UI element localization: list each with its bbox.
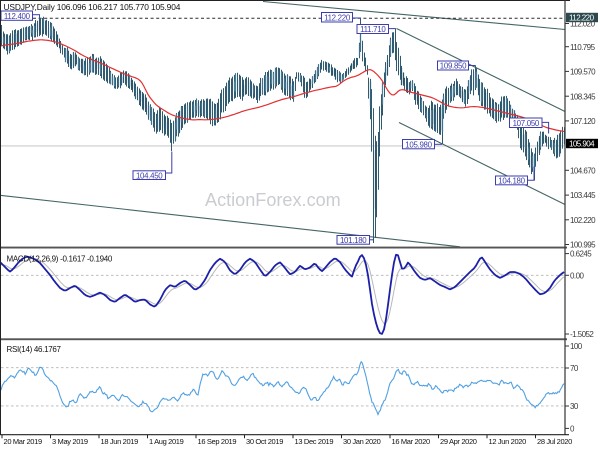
svg-text:0.6245: 0.6245 bbox=[570, 250, 592, 259]
svg-text:30 Jan 2020: 30 Jan 2020 bbox=[343, 437, 381, 446]
svg-text:109.570: 109.570 bbox=[570, 68, 596, 77]
svg-text:70: 70 bbox=[570, 364, 579, 373]
svg-text:103.445: 103.445 bbox=[570, 191, 596, 200]
svg-text:104.450: 104.450 bbox=[136, 171, 163, 180]
svg-text:100: 100 bbox=[570, 342, 583, 351]
svg-text:RSI(14) 46.1767: RSI(14) 46.1767 bbox=[7, 345, 62, 354]
svg-text:16 Mar 2020: 16 Mar 2020 bbox=[392, 437, 430, 446]
svg-text:3 May 2019: 3 May 2019 bbox=[52, 437, 88, 446]
svg-text:107.120: 107.120 bbox=[570, 117, 596, 126]
svg-text:29 Apr 2020: 29 Apr 2020 bbox=[440, 437, 477, 446]
svg-text:30 Oct 2019: 30 Oct 2019 bbox=[246, 437, 283, 446]
svg-text:112.400: 112.400 bbox=[4, 12, 31, 21]
svg-text:18 Jun 2019: 18 Jun 2019 bbox=[101, 437, 139, 446]
svg-text:112.220: 112.220 bbox=[324, 13, 351, 22]
svg-text:108.345: 108.345 bbox=[570, 92, 596, 101]
svg-text:ActionForex.com: ActionForex.com bbox=[205, 190, 341, 210]
svg-text:0: 0 bbox=[570, 425, 575, 434]
svg-text:111.710: 111.710 bbox=[360, 25, 386, 34]
svg-text:-1.5052: -1.5052 bbox=[570, 330, 594, 339]
svg-text:109.850: 109.850 bbox=[440, 62, 467, 71]
svg-text:12 Jun 2020: 12 Jun 2020 bbox=[489, 437, 527, 446]
svg-text:0.00: 0.00 bbox=[570, 271, 584, 280]
svg-text:13 Dec 2019: 13 Dec 2019 bbox=[295, 437, 334, 446]
svg-text:101.180: 101.180 bbox=[340, 236, 367, 245]
svg-text:107.050: 107.050 bbox=[513, 119, 540, 128]
svg-text:30: 30 bbox=[570, 402, 579, 411]
svg-text:104.670: 104.670 bbox=[570, 166, 596, 175]
svg-text:100.995: 100.995 bbox=[570, 241, 596, 250]
svg-text:110.795: 110.795 bbox=[570, 43, 596, 52]
svg-text:105.980: 105.980 bbox=[405, 140, 432, 149]
svg-text:105.904: 105.904 bbox=[569, 139, 595, 148]
svg-text:USDJPY,Daily 106.096 106.217 1: USDJPY,Daily 106.096 106.217 105.770 105… bbox=[4, 2, 181, 12]
svg-text:16 Sep 2019: 16 Sep 2019 bbox=[198, 437, 237, 446]
svg-text:104.180: 104.180 bbox=[498, 177, 525, 186]
svg-text:28 Jul 2020: 28 Jul 2020 bbox=[537, 437, 572, 446]
svg-text:102.220: 102.220 bbox=[570, 216, 596, 225]
svg-text:112.220: 112.220 bbox=[569, 13, 595, 22]
svg-text:MACD(12,26,9) -0.1617 -0.1940: MACD(12,26,9) -0.1617 -0.1940 bbox=[7, 255, 113, 264]
svg-text:1 Aug 2019: 1 Aug 2019 bbox=[149, 437, 184, 446]
svg-text:112.020: 112.020 bbox=[570, 20, 596, 29]
svg-text:20 Mar 2019: 20 Mar 2019 bbox=[4, 437, 42, 446]
